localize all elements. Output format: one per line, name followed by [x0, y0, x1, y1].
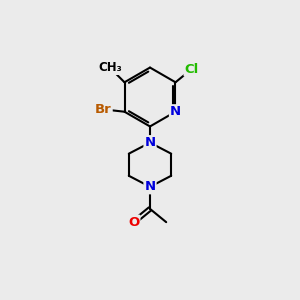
Text: Br: Br: [95, 103, 112, 116]
Text: CH₃: CH₃: [98, 61, 122, 74]
Text: N: N: [144, 180, 156, 193]
Text: N: N: [144, 136, 156, 149]
Text: O: O: [128, 216, 140, 229]
Text: Cl: Cl: [184, 62, 199, 76]
Text: N: N: [170, 105, 181, 118]
